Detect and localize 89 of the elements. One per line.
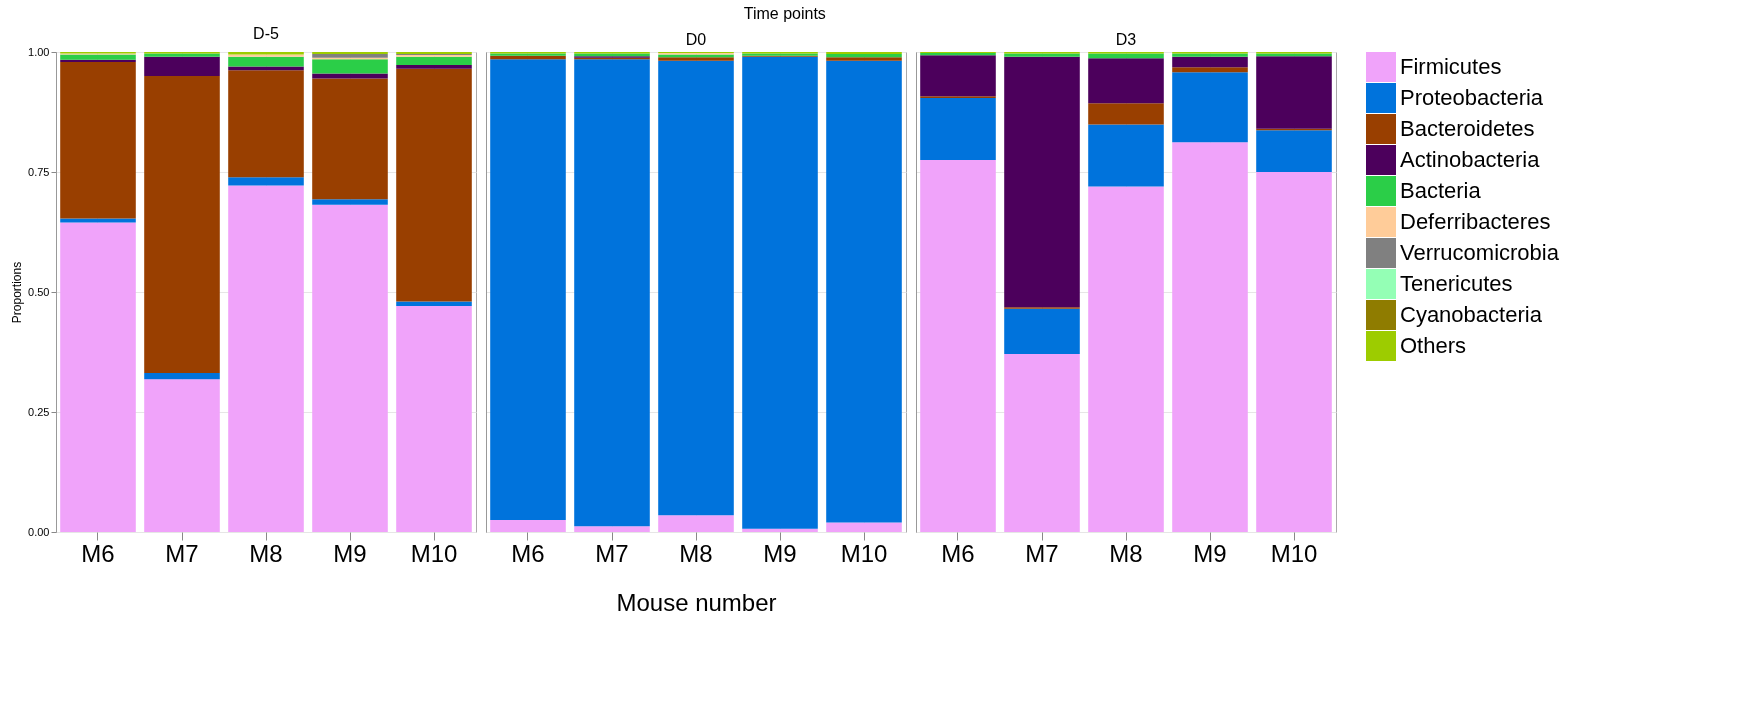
bar xyxy=(228,177,304,186)
bar xyxy=(144,76,220,374)
bar xyxy=(1256,56,1332,129)
bar xyxy=(396,301,472,306)
bar xyxy=(228,66,304,71)
x-tick-label: M9 xyxy=(763,539,797,567)
bar xyxy=(490,55,566,60)
bar xyxy=(1088,103,1164,125)
x-tick-label: M6 xyxy=(81,539,115,567)
x-tick-label: M10 xyxy=(1270,539,1318,567)
x-tick-label: M7 xyxy=(165,539,199,567)
bar xyxy=(1004,353,1080,532)
legend-label: Bacteria xyxy=(1400,178,1482,203)
x-tick-label: M7 xyxy=(595,539,629,567)
x-axis-title: Mouse number xyxy=(616,588,777,616)
bar xyxy=(1172,142,1248,532)
legend-label: Bacteroidetes xyxy=(1400,116,1535,141)
legend-label: Deferribacteres xyxy=(1400,209,1551,234)
bar xyxy=(396,305,472,532)
bar xyxy=(826,57,902,61)
bar xyxy=(396,56,472,65)
chart-title: D-5 xyxy=(253,25,279,42)
bar xyxy=(312,204,388,532)
bar xyxy=(742,56,818,529)
legend-label: Firmicutes xyxy=(1400,54,1502,79)
bar xyxy=(228,185,304,532)
bar xyxy=(658,515,734,532)
x-tick-label: M9 xyxy=(333,539,367,567)
bar xyxy=(1088,53,1164,59)
bar xyxy=(228,56,304,67)
bar xyxy=(574,526,650,532)
y-axis-title: Proportions xyxy=(10,261,25,324)
bar xyxy=(490,520,566,532)
bar xyxy=(144,373,220,380)
bar xyxy=(1088,124,1164,187)
bar xyxy=(1172,72,1248,143)
y-tick-label: 0.75 xyxy=(28,165,50,178)
bar xyxy=(144,56,220,76)
bar xyxy=(1256,172,1332,532)
bar xyxy=(1004,308,1080,354)
bar xyxy=(1172,56,1248,68)
bar xyxy=(658,60,734,516)
legend-label: Actinobacteria xyxy=(1400,147,1541,172)
bar xyxy=(60,54,136,60)
bar xyxy=(490,59,566,520)
legend-label: Others xyxy=(1400,333,1467,358)
x-tick-label: M8 xyxy=(249,539,283,567)
chart-title: D0 xyxy=(685,31,707,48)
x-tick-label: M6 xyxy=(941,539,975,567)
y-tick-label: 0.25 xyxy=(28,405,50,418)
bar xyxy=(1088,186,1164,532)
y-tick-label: 0.00 xyxy=(28,525,50,538)
bar xyxy=(312,78,388,200)
x-tick-label: M7 xyxy=(1025,539,1059,567)
bar xyxy=(920,55,996,97)
bar xyxy=(826,522,902,532)
legend-label: Cyanobacteria xyxy=(1400,302,1543,327)
bar xyxy=(60,62,136,219)
bar xyxy=(574,59,650,527)
x-tick-label: M10 xyxy=(410,539,458,567)
y-tick-label: 0.50 xyxy=(28,285,50,298)
bar xyxy=(1004,56,1080,308)
bar xyxy=(826,53,902,58)
bar xyxy=(920,160,996,532)
bar xyxy=(228,70,304,178)
x-tick-label: M10 xyxy=(840,539,888,567)
x-tick-label: M9 xyxy=(1193,539,1227,567)
bar xyxy=(826,60,902,523)
bar xyxy=(312,199,388,205)
bar xyxy=(396,68,472,302)
bar xyxy=(920,98,996,160)
x-tick-label: M8 xyxy=(1109,539,1143,567)
bar xyxy=(396,64,472,69)
legend-label: Proteobacteria xyxy=(1400,85,1544,110)
bar xyxy=(312,59,388,74)
legend-label: Verrucomicrobia xyxy=(1400,240,1560,265)
bar xyxy=(144,379,220,532)
bar xyxy=(1172,67,1248,73)
y-tick-label: 1.00 xyxy=(28,45,50,58)
bar xyxy=(312,53,388,58)
bar xyxy=(1256,130,1332,172)
x-tick-label: M8 xyxy=(679,539,713,567)
bar xyxy=(60,222,136,532)
chart-title: D3 xyxy=(1115,31,1137,48)
bar xyxy=(742,528,818,532)
bar xyxy=(1088,58,1164,104)
x-tick-label: M6 xyxy=(511,539,545,567)
text: Time points xyxy=(743,4,826,22)
legend-label: Tenericutes xyxy=(1400,271,1513,296)
